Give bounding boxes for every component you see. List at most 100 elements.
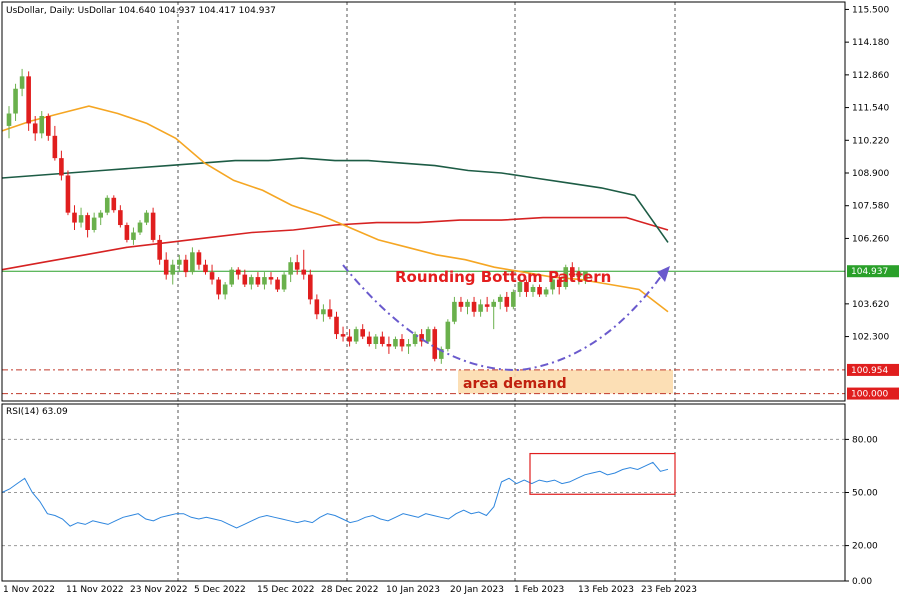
ma50-line [1,105,669,313]
chart-header: UsDollar, Daily: UsDollar 104.640 104.93… [6,6,276,16]
candle-body [419,334,424,342]
candle-body [570,267,575,278]
candle-body [484,304,490,307]
candle-body [91,217,97,230]
date-tick-label: 13 Feb 2023 [578,585,634,595]
demand-top-tag-bg [847,363,899,376]
demand-bottom-tag: 100.000 [851,390,888,400]
price-panel-border [1,1,846,402]
candle-body [439,348,444,359]
date-tick-label: 11 Nov 2022 [66,585,124,595]
candle-body [458,301,464,307]
candle-body [497,296,503,302]
candle-body [465,301,470,307]
candle-body [65,175,71,213]
candle-body [366,336,372,344]
rounding-curve [342,264,670,372]
date-tick-label: 15 Dec 2022 [257,585,315,595]
rsi-tick-label: 80.00 [852,435,878,445]
candle-body [432,329,438,359]
candle-body [517,282,523,292]
price-tick-label: 114.180 [852,38,889,48]
candle-body [504,296,510,307]
candle-body [170,264,176,275]
candle-body [131,232,136,240]
candle-body [72,212,77,223]
candle-body [308,274,313,300]
candle-body [104,197,110,213]
candle-body [85,215,90,230]
candle-body [543,289,549,295]
candle-body [111,197,117,211]
candle-body [46,116,51,136]
candle-body [491,301,496,307]
candle-body [347,336,352,342]
rsi-tick-label: 50.00 [852,489,878,499]
candle-body [229,269,234,285]
candle-body [373,336,379,344]
candle-body [314,299,320,315]
candle-body [262,277,267,285]
candle-body [281,274,287,290]
chart-frame [1,1,846,582]
candle-body [321,309,326,315]
axes: 1 Nov 2022 11 Nov 2022 23 Nov 2022 5 Dec 20… [3,5,899,595]
candles [6,68,588,364]
candle-body [209,272,215,280]
demand-zone-fill [458,369,673,394]
candle-body [524,282,529,292]
candle-body [59,158,64,176]
grid [2,2,845,581]
rounding-bottom-curve [342,264,663,372]
candle-body [268,277,274,280]
candle-body [249,277,254,285]
candle-body [393,339,398,347]
curve-arrowhead [657,266,670,282]
moving-averages [1,105,669,313]
date-tick-label: 23 Nov 2022 [130,585,188,595]
price-tick-label: 102.300 [852,333,889,343]
candle-body [150,212,156,240]
candle-body [452,301,457,322]
rsi-tick-label: 0.00 [852,577,872,587]
candle-body [399,339,405,347]
candle-body [334,316,339,335]
rsi-line [1,461,669,529]
candle-body [380,336,385,344]
candle-body [6,113,12,126]
candle-body [537,287,542,295]
candle-body [32,123,38,134]
rsi-tick-label: 20.00 [852,542,878,552]
candle-body [39,116,45,134]
candle-body [530,287,536,292]
rsi-highlight-box [529,452,676,495]
demand-zone [2,270,845,395]
candle-body [157,239,162,260]
candle-body [353,329,359,342]
candle-body [137,222,143,233]
demand-annotation: area demand [463,376,567,392]
date-tick-label: 10 Jan 2023 [386,585,440,595]
candle-body [52,135,58,159]
date-tick-label: 20 Jan 2023 [450,585,504,595]
demand-top-tag: 100.954 [851,366,888,376]
ma200-line [1,216,669,271]
candle-body [327,309,333,317]
date-tick-label: 23 Feb 2023 [641,585,697,595]
price-tick-label: 110.220 [852,136,889,146]
date-tick-label: 5 Dec 2022 [194,585,246,595]
candle-body [275,279,280,290]
candle-body [288,262,293,275]
candle-body [19,76,25,89]
candle-body [583,271,588,280]
current-price-tag-bg [847,265,899,278]
candle-body [576,272,582,278]
candle-body [301,269,307,275]
candle-body [196,252,202,265]
candle-body [222,284,228,295]
candle-body [216,279,221,295]
candle-body [177,259,182,265]
rsi-line [1,452,676,529]
date-tick-label: 1 Feb 2023 [514,585,564,595]
price-tick-label: 106.260 [852,234,889,244]
